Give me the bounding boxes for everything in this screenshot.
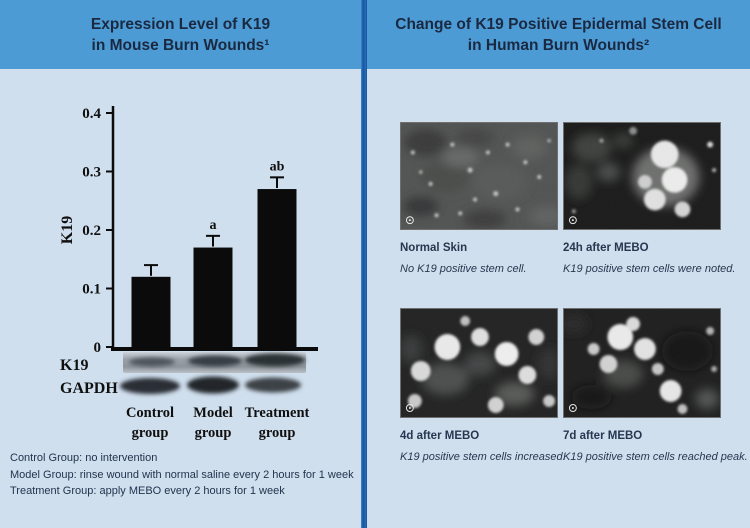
left-panel-header: Expression Level of K19 in Mouse Burn Wo… [0,0,361,69]
western-blot-k19-strip [123,352,306,373]
micrograph-caption: 24h after MEBO [563,242,649,254]
micrograph-description: K19 positive stem cells were noted. [563,263,736,275]
x-axis [111,347,318,351]
panel-divider [361,0,367,528]
significance-label: a [210,218,217,233]
y-axis-label: K19 [59,216,76,244]
blot-row-label-gapdh: GAPDH [60,380,118,397]
bar-chart: 0 0.1 0.2 0.3 0.4 K19 a ab [59,106,318,356]
micrograph-description: No K19 positive stem cell. [400,263,527,275]
lane-label-control-line1: Control [126,405,174,421]
y-tick-label: 0.3 [82,165,101,181]
micrograph-caption: 7d after MEBO [563,430,643,442]
left-panel: Expression Level of K19 in Mouse Burn Wo… [0,0,361,528]
4d-mebo-image [400,308,558,418]
7d-mebo-image [563,308,721,418]
watermark-icon [568,216,577,225]
watermark-icon [405,404,414,412]
blot-row-label-k19: K19 [60,357,88,374]
footnote-treatment: Treatment Group: apply MEBO every 2 hour… [10,485,285,497]
lane-label-treatment-line1: Treatment [245,405,310,421]
watermark-icon [568,404,577,412]
micrograph-7d-mebo: 7d after MEBO K19 positive stem cells re… [563,308,748,463]
left-title-line2: in Mouse Burn Wounds¹ [91,36,270,54]
bar-model-group [193,247,233,347]
lane-label-model-line2: group [195,425,232,441]
western-blot-gapdh-bands [120,376,301,394]
footnote-control: Control Group: no intervention [10,452,158,464]
footnotes: Control Group: no intervention Model Gro… [10,450,364,500]
bar-treatment-group [257,189,297,347]
micrograph-description: K19 positive stem cells increased. [400,451,566,463]
y-tick-label: 0.1 [82,282,101,298]
bar-control-group [131,276,171,347]
k19-bar-chart-and-blot: 0 0.1 0.2 0.3 0.4 K19 a ab K19 GAPDH Control gr… [59,106,318,441]
footnote-model: Model Group: rinse wound with normal sal… [10,468,354,481]
micrograph-caption: Normal Skin [400,242,468,254]
lane-label-control-line2: group [132,425,169,441]
lane-label-model-line1: Model [193,405,232,421]
micrograph-caption: 4d after MEBO [400,430,480,442]
right-title-line1: Change of K19 Positive Epidermal Stem Ce… [395,15,722,33]
watermark-icon [405,216,414,225]
24h-mebo-image [563,122,721,230]
y-tick-label: 0 [94,340,102,356]
right-panel-header: Change of K19 Positive Epidermal Stem Ce… [367,0,750,69]
normal-skin-image [400,122,558,230]
micrograph-normal-skin: Normal Skin No K19 positive stem cell. [400,122,558,275]
right-panel: Change of K19 Positive Epidermal Stem Ce… [367,0,750,528]
left-title-line1: Expression Level of K19 [90,15,271,33]
right-title-line2: in Human Burn Wounds² [467,36,650,54]
lane-label-treatment-line2: group [259,425,296,441]
micrograph-description: K19 positive stem cells reached peak. [563,451,748,463]
significance-label: ab [270,159,285,174]
y-tick-label: 0.2 [82,223,101,239]
micrograph-4d-mebo: 4d after MEBO K19 positive stem cells in… [400,308,566,463]
micrograph-24h-mebo: 24h after MEBO K19 positive stem cells w… [563,122,736,275]
y-tick-label: 0.4 [82,106,101,122]
